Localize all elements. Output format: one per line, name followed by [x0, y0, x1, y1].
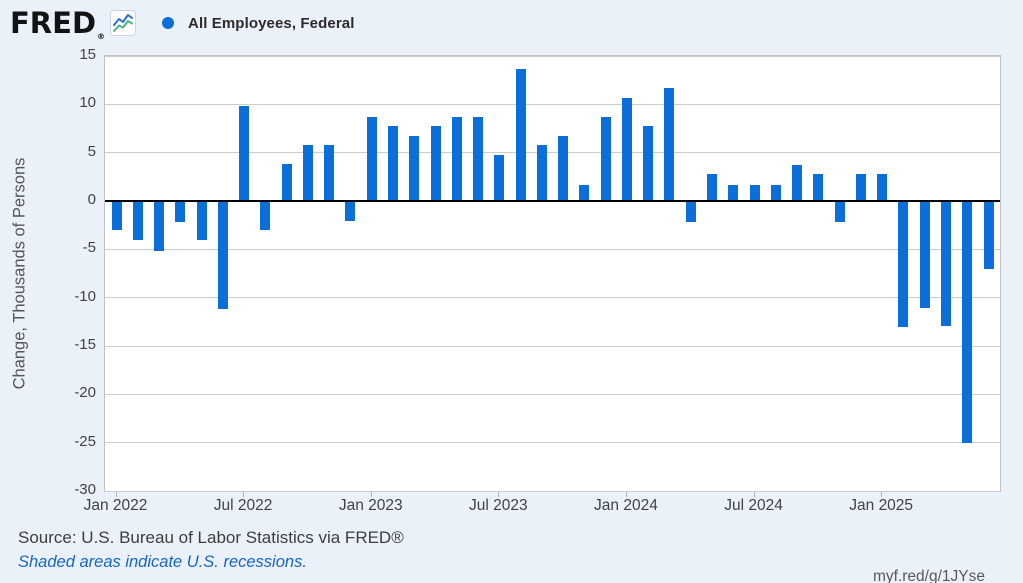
bar[interactable]: [707, 173, 717, 201]
y-tick-label: -15: [74, 336, 96, 353]
bar[interactable]: [132, 201, 143, 240]
legend-series-label[interactable]: All Employees, Federal: [188, 14, 355, 32]
bar[interactable]: [558, 136, 569, 201]
x-tick-label: Jul 2023: [469, 497, 528, 514]
bar[interactable]: [281, 164, 292, 201]
bar[interactable]: [196, 201, 207, 240]
x-tick-label: Jan 2023: [338, 497, 403, 514]
legend-series-dot[interactable]: [162, 17, 175, 29]
bar[interactable]: [239, 106, 250, 201]
y-tick-label: 5: [87, 142, 96, 160]
y-tick-label: 0: [87, 191, 96, 208]
gridline: [105, 442, 1000, 444]
registered-mark: ®: [97, 31, 106, 41]
shortlink-text[interactable]: myf.red/g/1JYse: [873, 568, 985, 583]
bar[interactable]: [536, 144, 547, 201]
bar[interactable]: [473, 116, 484, 201]
bar[interactable]: [834, 201, 845, 223]
bar[interactable]: [302, 144, 313, 201]
bar[interactable]: [664, 87, 675, 201]
bar[interactable]: [940, 201, 951, 326]
gridline: [105, 152, 1000, 154]
bar[interactable]: [855, 173, 866, 201]
bar[interactable]: [451, 116, 462, 201]
x-tick-mark: [498, 491, 500, 497]
bar[interactable]: [877, 173, 888, 201]
y-tick-label: 15: [79, 46, 96, 63]
x-tick-mark: [115, 491, 117, 497]
bar[interactable]: [749, 184, 760, 201]
bar[interactable]: [898, 201, 909, 327]
x-tick-mark: [881, 491, 883, 497]
fred-logo[interactable]: FRED®: [10, 5, 106, 41]
gridline: [105, 56, 1000, 57]
bar[interactable]: [685, 201, 696, 223]
bar[interactable]: [919, 201, 930, 309]
x-tick-mark: [753, 491, 755, 497]
chart-header: FRED® All Employees, Federal: [10, 6, 354, 40]
gridline: [105, 103, 1000, 105]
bar[interactable]: [260, 201, 271, 230]
gridline: [105, 248, 1000, 250]
bar[interactable]: [111, 201, 122, 230]
y-tick-label: -20: [74, 384, 96, 402]
bar[interactable]: [579, 184, 590, 201]
bar[interactable]: [515, 68, 526, 201]
bar[interactable]: [792, 165, 803, 201]
gridline: [105, 490, 1000, 492]
bar[interactable]: [643, 125, 654, 201]
bar[interactable]: [324, 144, 335, 201]
x-tick-mark: [243, 491, 245, 497]
x-tick-mark: [625, 491, 627, 497]
bar[interactable]: [728, 184, 739, 201]
bar[interactable]: [770, 184, 781, 201]
source-text: Source: U.S. Bureau of Labor Statistics …: [18, 528, 404, 547]
zero-line: [105, 200, 1000, 202]
y-tick-label: -30: [74, 481, 96, 498]
x-tick-label: Jul 2024: [724, 497, 783, 514]
bar[interactable]: [387, 125, 398, 201]
x-tick-label: Jan 2022: [83, 497, 148, 514]
x-tick-mark: [370, 491, 372, 497]
x-tick-label: Jan 2025: [849, 497, 914, 514]
gridline: [105, 297, 1000, 299]
x-tick-label: Jan 2024: [594, 497, 658, 514]
bar[interactable]: [366, 116, 377, 201]
sparkline-icon: [110, 10, 137, 36]
gridline: [105, 393, 1000, 395]
x-tick-label: Jul 2022: [213, 497, 273, 514]
legend: All Employees, Federal: [162, 15, 354, 32]
bar[interactable]: [409, 136, 420, 201]
recession-note-link[interactable]: Shaded areas indicate U.S. recessions.: [18, 553, 307, 571]
bar[interactable]: [600, 116, 611, 201]
bar[interactable]: [345, 201, 356, 222]
bar[interactable]: [430, 125, 441, 201]
y-tick-label: 10: [79, 94, 96, 112]
gridline: [105, 345, 1000, 347]
bar[interactable]: [962, 201, 973, 443]
bar[interactable]: [621, 97, 632, 201]
y-tick-label: -5: [82, 239, 96, 257]
bar[interactable]: [813, 173, 824, 201]
bar[interactable]: [154, 201, 165, 252]
bar[interactable]: [217, 201, 228, 310]
y-tick-label: -10: [74, 287, 96, 305]
bar[interactable]: [494, 154, 505, 201]
plot-area: [104, 55, 1001, 492]
bar[interactable]: [175, 201, 186, 223]
y-tick-label: -25: [74, 432, 96, 450]
bar[interactable]: [983, 201, 994, 269]
